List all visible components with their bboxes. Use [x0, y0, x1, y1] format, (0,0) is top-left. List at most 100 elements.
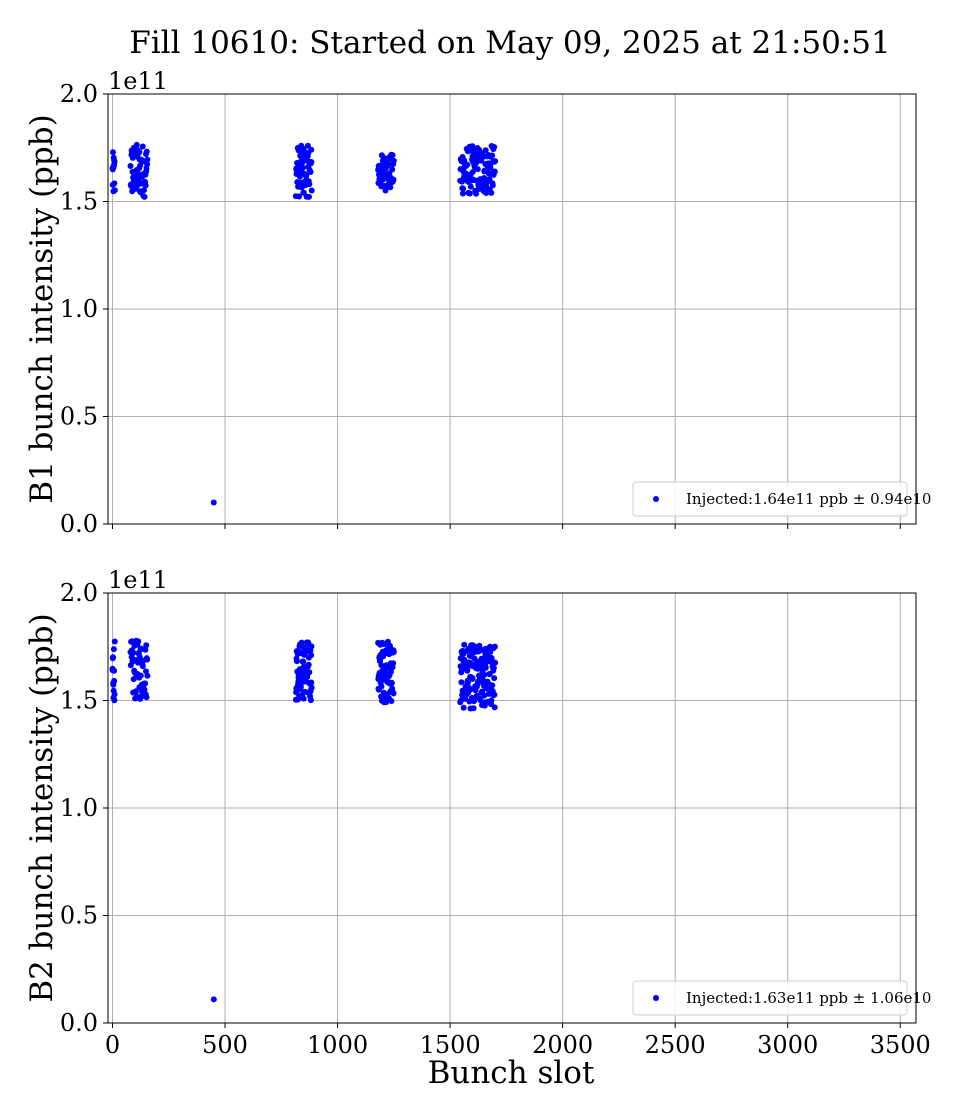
- data-point: [471, 698, 477, 705]
- data-point: [308, 643, 315, 650]
- panel-b1: 0.0 0.5 1.0 1.5 2.0 1e11 B1 bunch intensity (p…: [24, 67, 931, 538]
- y-tick-label: 0.5: [60, 403, 98, 431]
- data-point: [491, 691, 498, 698]
- data-point: [465, 679, 471, 686]
- data-point: [135, 638, 142, 645]
- data-point: [141, 193, 148, 200]
- data-point: [458, 679, 465, 686]
- data-point: [481, 671, 488, 678]
- x-tick-label: 3500: [870, 1031, 931, 1059]
- data-point: [111, 667, 118, 674]
- data-point: [297, 683, 304, 690]
- legend-box: [632, 980, 908, 1016]
- data-point: [473, 190, 480, 197]
- data-point: [477, 662, 484, 669]
- data-point: [307, 697, 314, 704]
- data-point: [482, 147, 489, 154]
- y-axis-label: B1 bunch intensity (ppb): [24, 114, 60, 503]
- data-point: [467, 686, 474, 693]
- data-point: [110, 646, 117, 653]
- data-point: [306, 669, 313, 676]
- data-point: [482, 664, 489, 671]
- data-point: [110, 149, 116, 156]
- data-point: [390, 649, 397, 655]
- x-tick-label: 1500: [420, 1031, 481, 1059]
- y-tick-label: 0.0: [60, 510, 98, 538]
- data-point: [298, 639, 305, 646]
- y-multiplier-label: 1e11: [108, 566, 168, 594]
- data-point: [466, 190, 473, 197]
- y-tick-label: 1.5: [60, 687, 98, 715]
- data-point: [110, 654, 116, 661]
- legend-box: [632, 481, 908, 517]
- legend: Injected:1.63e11 ppb ± 1.06e10: [632, 980, 931, 1016]
- data-point: [459, 190, 466, 197]
- data-point: [461, 641, 468, 648]
- data-point: [474, 166, 481, 173]
- x-tick-label: 2500: [645, 1031, 706, 1059]
- legend-label: Injected:1.63e11 ppb ± 1.06e10: [686, 989, 931, 1007]
- data-point: [304, 142, 311, 149]
- data-point: [491, 168, 498, 175]
- data-point: [139, 663, 146, 670]
- data-point: [390, 157, 397, 164]
- data-point: [142, 182, 149, 189]
- y-tick-label: 0.5: [60, 902, 98, 930]
- data-point: [467, 183, 474, 190]
- y-tick-label: 1.0: [60, 295, 98, 323]
- data-point: [308, 159, 315, 165]
- y-tick-label: 0.0: [60, 1009, 98, 1037]
- series-points: [109, 141, 499, 506]
- data-point: [490, 665, 497, 671]
- y-tick-label: 2.0: [60, 80, 98, 108]
- data-point: [385, 162, 392, 169]
- data-point: [491, 675, 498, 682]
- y-tick-label: 2.0: [60, 579, 98, 607]
- data-point: [144, 161, 151, 168]
- data-point: [210, 499, 217, 506]
- data-point: [306, 181, 313, 188]
- data-point: [460, 185, 467, 192]
- data-point: [300, 695, 307, 702]
- data-point: [111, 691, 118, 698]
- data-point: [389, 166, 396, 173]
- data-point: [143, 148, 150, 155]
- data-point: [308, 679, 315, 686]
- y-tick-label: 1.0: [60, 794, 98, 822]
- data-point: [132, 688, 139, 695]
- data-point: [308, 684, 315, 691]
- data-point: [143, 642, 150, 649]
- data-point: [469, 675, 476, 682]
- data-point: [308, 652, 315, 659]
- data-point: [293, 658, 300, 665]
- data-point: [305, 661, 312, 668]
- data-point: [491, 144, 498, 150]
- data-point: [489, 682, 496, 689]
- data-point: [127, 163, 134, 169]
- x-axis-label: Bunch slot: [428, 1055, 595, 1091]
- x-tick-label: 500: [202, 1031, 248, 1059]
- data-point: [481, 692, 488, 699]
- data-point: [111, 677, 118, 684]
- data-point: [460, 704, 467, 711]
- legend-label: Injected:1.64e11 ppb ± 0.94e10: [686, 490, 931, 508]
- data-point: [296, 193, 303, 200]
- data-point: [143, 694, 150, 701]
- data-point: [144, 656, 151, 663]
- data-point: [388, 698, 395, 704]
- legend-marker: [653, 995, 659, 1001]
- x-tick-label: 1000: [307, 1031, 368, 1059]
- data-point: [141, 686, 148, 693]
- data-point: [130, 649, 137, 656]
- data-point: [469, 169, 476, 175]
- data-point: [488, 189, 495, 196]
- y-tick-label: 1.5: [60, 188, 98, 216]
- data-point: [492, 659, 499, 666]
- data-point: [111, 158, 118, 165]
- data-point: [464, 667, 471, 674]
- data-point: [141, 187, 147, 194]
- data-point: [491, 704, 498, 711]
- data-point: [144, 672, 151, 679]
- data-point: [389, 152, 396, 159]
- data-point: [390, 176, 397, 183]
